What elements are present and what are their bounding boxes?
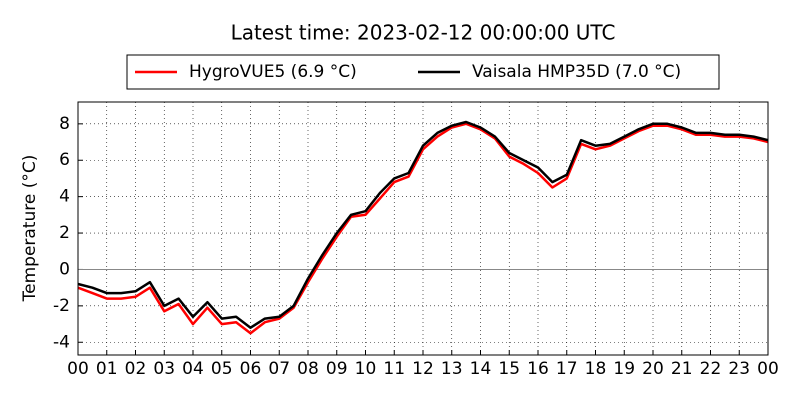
x-tick-label: 01 (96, 359, 118, 379)
y-axis-label: Temperature (°C) (20, 155, 40, 303)
y-tick-label: 4 (59, 187, 70, 207)
y-tick-label: 6 (59, 150, 70, 170)
x-tick-label: 17 (556, 359, 578, 379)
plot-area (78, 102, 768, 355)
x-tick-label: 06 (240, 359, 262, 379)
series-line (77, 120, 769, 329)
x-tick-label: 18 (585, 359, 607, 379)
y-tick-label: 2 (59, 223, 70, 243)
x-tick-label: 13 (441, 359, 463, 379)
x-tick-label: 04 (182, 359, 204, 379)
x-tick-label: 20 (642, 359, 664, 379)
x-tick-label: 00 (67, 359, 89, 379)
x-tick-label: 07 (268, 359, 290, 379)
plot-frame (77, 101, 769, 356)
x-tick-label: 22 (700, 359, 722, 379)
x-tick-label: 00 (757, 359, 779, 379)
y-tick-label: -2 (53, 296, 70, 316)
x-tick-label: 14 (470, 359, 492, 379)
legend-label: Vaisala HMP35D (7.0 °C) (472, 62, 681, 82)
series-line (77, 122, 769, 335)
x-tick-label: 05 (211, 359, 233, 379)
legend-label: HygroVUE5 (6.9 °C) (189, 62, 357, 82)
x-tick-label: 19 (613, 359, 635, 379)
x-tick-label: 15 (498, 359, 520, 379)
x-tick-label: 21 (671, 359, 693, 379)
x-tick-label: 23 (728, 359, 750, 379)
y-tick-label: -4 (53, 332, 70, 352)
x-tick-label: 09 (326, 359, 348, 379)
x-tick-label: 02 (125, 359, 147, 379)
x-tick-label: 08 (297, 359, 319, 379)
x-tick-label: 03 (153, 359, 175, 379)
x-tick-label: 10 (355, 359, 377, 379)
x-tick-label: 12 (412, 359, 434, 379)
x-tick-label: 16 (527, 359, 549, 379)
x-tick-label: 11 (383, 359, 405, 379)
y-tick-label: 8 (59, 114, 70, 134)
y-tick-label: 0 (59, 259, 70, 279)
chart-title: Latest time: 2023-02-12 00:00:00 UTC (231, 21, 616, 45)
